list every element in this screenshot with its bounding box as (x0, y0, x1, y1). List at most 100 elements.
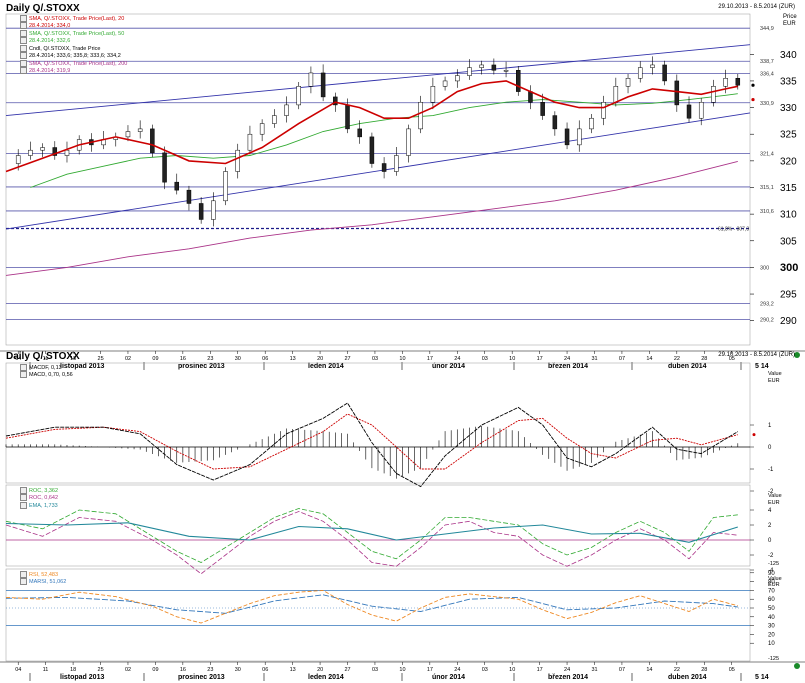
lower-date-range: 29.10.2013 - 8.5.2014 (ZUR) (718, 352, 795, 358)
legend-entry: 28.4.2014; 319,9 (20, 67, 127, 75)
candle-body (406, 128, 411, 156)
candle-body (479, 64, 484, 68)
rsi-tick-label: 80 (768, 580, 775, 586)
lower-day-label: 17 (537, 667, 543, 673)
lower-day-label: 24 (454, 667, 460, 673)
candle-body (296, 86, 301, 106)
candle-body (186, 189, 192, 204)
macd-line (5, 402, 739, 488)
legend-icon (20, 371, 27, 379)
main-day-label: 10 (509, 356, 515, 362)
legend-icon (20, 59, 27, 67)
lower-day-label: 11 (43, 667, 49, 673)
candle-body (576, 128, 582, 146)
currency-label: EUR (783, 21, 796, 27)
legend-icon (20, 15, 27, 22)
sma20-marker (751, 97, 755, 102)
candle-body (137, 128, 143, 132)
candle-body (650, 64, 655, 68)
candle-body (320, 72, 326, 98)
main-month-label: prosinec 2013 (178, 363, 225, 370)
main-month-label: únor 2014 (432, 363, 465, 370)
candle-body (381, 163, 387, 172)
legend-entry: 28.4.2014; 332,6 (20, 37, 127, 45)
legend-icon (20, 487, 27, 494)
roc-purple-line (5, 511, 738, 575)
lower-day-label: 10 (509, 667, 515, 673)
candle-body (259, 123, 265, 135)
legend-icon (20, 37, 27, 45)
rsi-tick-label: 40 (768, 615, 775, 621)
lower-day-label: 23 (207, 667, 213, 673)
candle-body (52, 147, 58, 156)
roc-ema-line (5, 522, 738, 543)
lower-month-label: 5 14 (755, 674, 769, 681)
legend-icon (20, 501, 27, 509)
candle-body (455, 75, 460, 82)
rsi-tick-label: 90 (768, 571, 775, 577)
roc-green-line (5, 508, 738, 563)
macd-value-label: Value (768, 371, 782, 377)
legend-icon (20, 364, 27, 371)
rsi-legend: RSI, 52,483 MARSI, 51,062 (20, 571, 66, 586)
lower-month-label: duben 2014 (668, 674, 707, 681)
macd-legend: MACDF, 0,13 MACD, 0,70, 0,56 (20, 364, 73, 379)
rsi-tick-label: 10 (768, 641, 775, 647)
chart-title: Daily Q/.STOXX (6, 3, 80, 14)
candle-body (247, 133, 253, 151)
main-day-label: 30 (235, 356, 241, 362)
candle-body (637, 67, 643, 79)
roc-tick-label: 4 (768, 508, 772, 514)
price-tick-label: 315 (780, 183, 797, 194)
marsi-line (5, 594, 738, 614)
lower-day-label: 06 (262, 667, 268, 673)
lower-day-label: 24 (564, 667, 570, 673)
main-month-label: listopad 2013 (60, 363, 104, 370)
macd-marker (752, 433, 756, 437)
roc-value-label: Value (768, 493, 782, 499)
candle-body (394, 155, 399, 172)
candle-body (516, 70, 521, 92)
main-day-label: 04 (15, 356, 21, 362)
trend-channel-lower (5, 112, 751, 230)
level-label: 310,6 (760, 209, 774, 215)
candle-body (589, 117, 594, 130)
macd-currency-label: EUR (768, 378, 780, 384)
main-legend: SMA, Q/.STOXX, Trade Price(Last), 20 28.4… (20, 15, 127, 75)
price-tick-label: 330 (780, 103, 797, 114)
candle-body (540, 101, 545, 116)
legend-text: Cndl, Q/.STOXX, Trade Price (29, 45, 101, 52)
legend-entry: MACDF, 0,13 (20, 364, 73, 371)
price-tick-label: 310 (780, 210, 797, 221)
lower-day-label: 22 (674, 667, 680, 673)
candle-body (40, 147, 45, 151)
rsi-tick-label: 20 (768, 632, 775, 638)
main-day-label: 25 (98, 356, 104, 362)
candle-body (491, 64, 497, 71)
lower-day-label: 10 (399, 667, 405, 673)
lower-day-label: 02 (125, 667, 131, 673)
lower-day-label: 18 (70, 667, 76, 673)
rsi-bottom-label: -125 (768, 656, 779, 662)
legend-entry: 28.4.2014; 333,6; 335,8; 333,6; 334,2 (20, 52, 127, 60)
macd-tick-label: -1 (768, 467, 774, 473)
macd-tick-label: -2 (768, 489, 774, 495)
lower-day-label: 31 (591, 667, 597, 673)
candle-body (686, 104, 692, 119)
lower-chart-title: Daily Q/.STOXX (6, 351, 80, 362)
main-day-label: 20 (317, 356, 323, 362)
legend-text: SMA, Q/.STOXX, Trade Price(Last), 200 (29, 60, 128, 67)
candle-body (467, 67, 472, 76)
level-label: 300 (760, 265, 769, 271)
lower-day-label: 07 (619, 667, 625, 673)
lower-day-label: 27 (345, 667, 351, 673)
lower-day-label: 14 (646, 667, 652, 673)
main-month-label: březen 2014 (548, 363, 588, 370)
main-day-label: 31 (591, 356, 597, 362)
candle-body (28, 149, 33, 156)
price-label: Price (783, 14, 797, 20)
candle-body (418, 101, 423, 130)
main-day-label: 03 (372, 356, 378, 362)
legend-text: 28.4.2014; 333,6; 335,8; 333,6; 334,2 (29, 53, 121, 60)
main-day-label: 06 (262, 356, 268, 362)
